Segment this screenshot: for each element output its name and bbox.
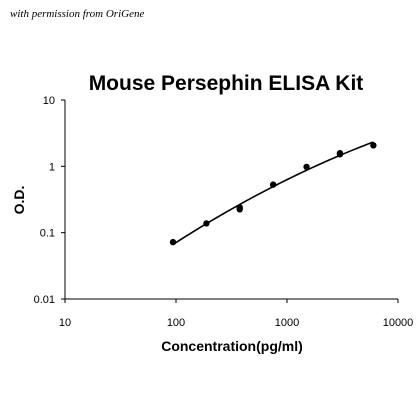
permission-watermark: with permission from OriGene bbox=[10, 8, 145, 20]
data-point bbox=[370, 142, 377, 149]
x-tick-label: 10000 bbox=[383, 317, 414, 329]
y-axis-label: O.D. bbox=[11, 186, 27, 215]
data-point bbox=[236, 206, 243, 213]
fit-curve bbox=[172, 141, 374, 246]
y-tick-label: 0.01 bbox=[34, 294, 55, 306]
data-point bbox=[203, 220, 210, 227]
axis-ticks bbox=[61, 99, 399, 303]
x-axis-label: Concentration(pg/ml) bbox=[161, 338, 303, 354]
y-tick-label: 1 bbox=[49, 161, 55, 173]
x-tick-label: 100 bbox=[167, 317, 185, 329]
plot-area: 10 100 1000 10000 0.01 0.1 1 10 bbox=[34, 95, 414, 329]
data-point bbox=[269, 181, 277, 188]
x-tick-label: 1000 bbox=[275, 317, 299, 329]
data-point bbox=[303, 163, 310, 171]
x-tick-label: 10 bbox=[59, 317, 71, 329]
data-point bbox=[169, 238, 177, 246]
y-tick-label: 0.1 bbox=[40, 228, 55, 240]
data-point bbox=[336, 149, 344, 157]
y-tick-label: 10 bbox=[43, 95, 55, 107]
axis-tick-labels: 10 100 1000 10000 0.01 0.1 1 10 bbox=[34, 95, 414, 329]
data-points bbox=[169, 142, 377, 246]
chart-title: Mouse Persephin ELISA Kit bbox=[89, 72, 364, 95]
